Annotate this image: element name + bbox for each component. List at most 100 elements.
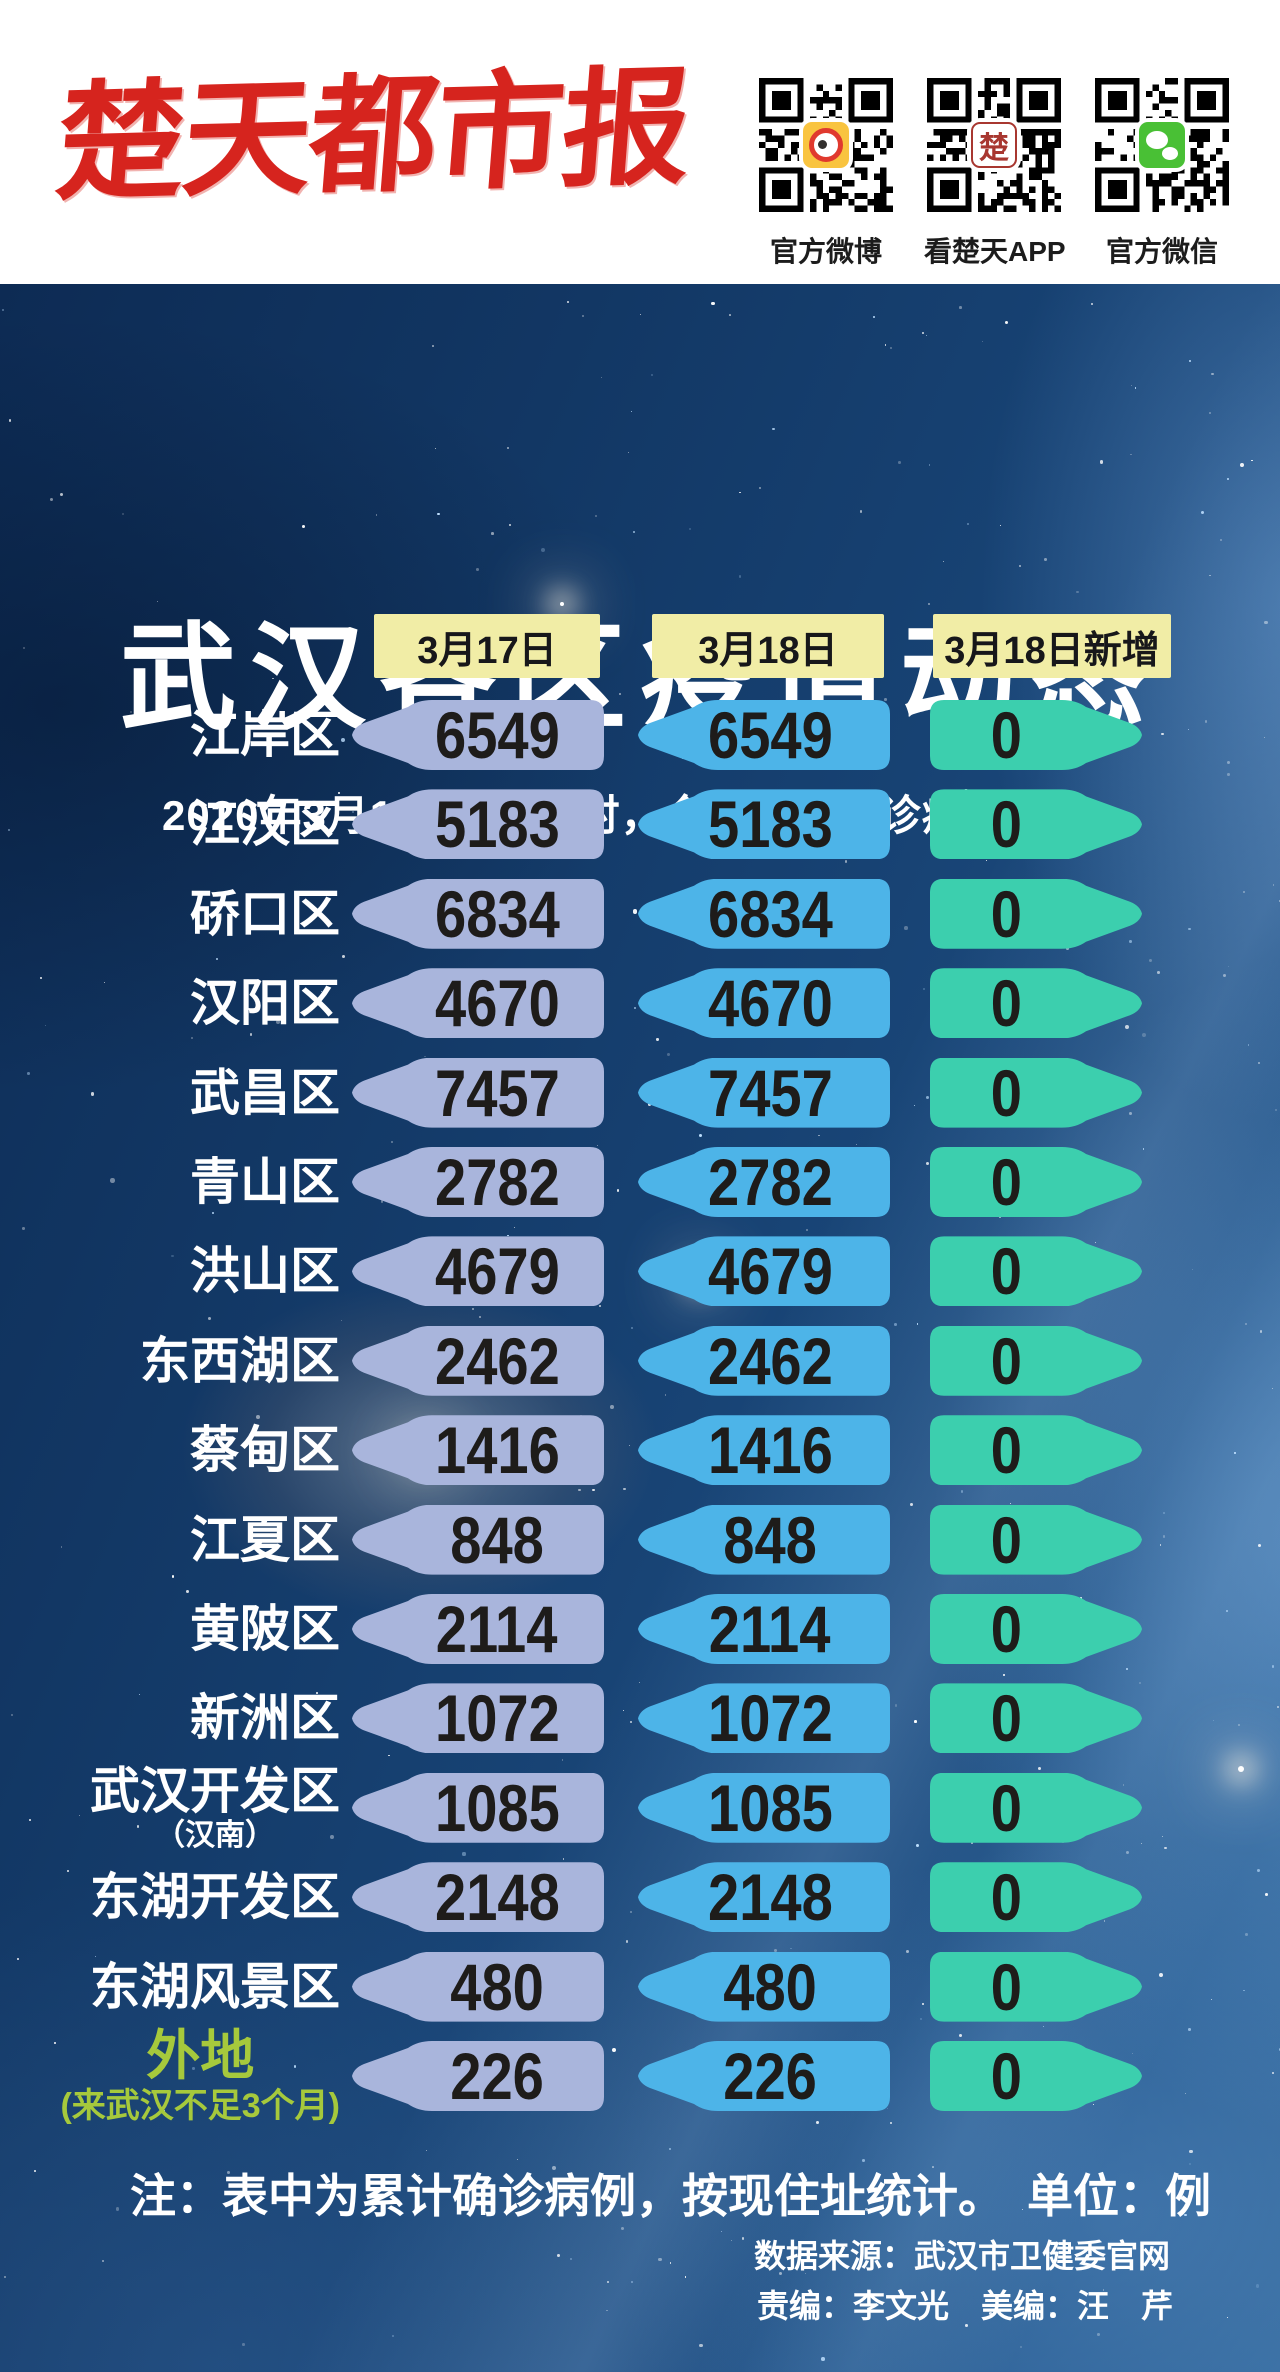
star — [893, 1323, 897, 1327]
star — [1134, 386, 1137, 389]
star — [821, 2357, 825, 2361]
star — [1265, 1893, 1268, 1896]
star — [639, 1681, 641, 1683]
star — [1003, 1674, 1005, 1676]
star — [462, 1852, 466, 1856]
star — [1163, 1511, 1166, 1514]
new-cases-pill: 0 — [930, 1773, 1142, 1843]
star — [925, 1095, 929, 1099]
star — [1274, 1108, 1278, 1112]
cases-mar17-pill: 5183 — [352, 789, 604, 859]
star — [1130, 453, 1132, 455]
cases-value: 7457 — [707, 1055, 833, 1130]
new-cases-pill: 0 — [930, 1147, 1142, 1217]
data-source: 数据来源：武汉市卫健委官网 — [754, 2238, 1171, 2274]
cases-mar18-pill: 480 — [638, 1952, 890, 2022]
star — [491, 532, 494, 535]
cases-mar17-pill: 1085 — [352, 1773, 604, 1843]
star — [44, 1024, 46, 1026]
star — [1255, 2284, 1260, 2288]
star — [1099, 459, 1104, 464]
star — [1131, 2052, 1133, 2054]
star — [375, 514, 378, 517]
star — [816, 2121, 819, 2125]
star — [272, 677, 274, 680]
star — [1128, 1112, 1132, 1116]
cases-value: 480 — [723, 1949, 817, 2024]
star — [388, 1754, 391, 1757]
star — [425, 2150, 427, 2152]
star — [156, 601, 159, 603]
star — [352, 810, 355, 813]
district-label: 东湖开发区 — [0, 1862, 340, 1932]
star — [1019, 564, 1021, 567]
star — [139, 1694, 141, 1696]
star — [507, 1235, 509, 1237]
star — [925, 335, 927, 337]
note-text: 注：表中为累计确诊病例，按现住址统计。 单位：例 — [130, 2170, 1211, 2222]
star — [1080, 1597, 1083, 1599]
cases-value: 5183 — [434, 787, 560, 862]
star — [684, 2276, 687, 2278]
star — [1209, 575, 1211, 577]
star — [639, 314, 641, 316]
district-label: 蔡甸区 — [0, 1415, 340, 1485]
cases-mar18-pill: 4670 — [638, 968, 890, 1038]
cases-value: 2782 — [434, 1145, 560, 1219]
cases-mar18-pill: 6549 — [638, 700, 890, 770]
star — [630, 2280, 633, 2283]
table-row: 汉阳区 4670 4670 0 — [0, 968, 1280, 1038]
district-label: 东湖风景区 — [0, 1952, 340, 2022]
cases-mar18-pill: 2462 — [638, 1326, 890, 1396]
star — [1185, 2206, 1188, 2209]
star — [1243, 1989, 1245, 1992]
district-name: 新洲区 — [190, 1690, 340, 1747]
star — [1278, 2048, 1280, 2052]
star — [1204, 720, 1208, 723]
star — [799, 2241, 803, 2245]
qr-label: 官方微博 — [769, 236, 882, 267]
star — [1148, 959, 1152, 963]
qr-label: 官方微信 — [1105, 236, 1218, 267]
table-row: 黄陂区 2114 2114 0 — [0, 1594, 1280, 1664]
star — [1037, 1766, 1041, 1770]
star — [916, 1843, 920, 1847]
star — [632, 531, 635, 534]
star — [163, 2110, 166, 2112]
district-label: 武汉开发区 （汉南） — [0, 1763, 340, 1852]
district-name: 蔡甸区 — [190, 1422, 340, 1479]
star — [7, 829, 10, 832]
cases-value: 2462 — [707, 1323, 833, 1398]
star — [623, 1487, 626, 1491]
star — [101, 2259, 105, 2263]
cases-mar17-pill: 480 — [352, 1952, 604, 2022]
star — [1161, 732, 1164, 736]
cases-mar17-pill: 1072 — [352, 1683, 604, 1753]
star — [1157, 971, 1161, 974]
star — [342, 955, 346, 959]
district-label: 外地 (来武汉不足3个月) — [0, 2026, 340, 2124]
cases-mar17-pill: 7457 — [352, 1058, 604, 1128]
star — [629, 1911, 632, 1914]
star — [612, 2048, 617, 2053]
star — [928, 464, 931, 466]
star — [551, 2165, 556, 2170]
star — [596, 1144, 598, 1146]
new-cases-pill: 0 — [930, 700, 1142, 770]
cases-value: 0 — [990, 1145, 1022, 1219]
district-label: 新洲区 — [0, 1683, 340, 1753]
new-cases-pill: 0 — [930, 1505, 1142, 1575]
cases-value: 0 — [990, 1055, 1022, 1130]
star — [267, 1635, 270, 1638]
star — [1212, 1720, 1215, 1722]
star — [115, 2206, 120, 2211]
cases-mar17-pill: 6834 — [352, 879, 604, 949]
star — [861, 2159, 865, 2162]
star — [1125, 1850, 1129, 1854]
star — [1209, 411, 1212, 414]
star — [1201, 511, 1205, 515]
star — [1234, 1452, 1236, 1454]
cases-mar18-pill: 7457 — [638, 1058, 890, 1128]
star — [8, 419, 12, 422]
table-row: 东西湖区 2462 2462 0 — [0, 1326, 1280, 1396]
